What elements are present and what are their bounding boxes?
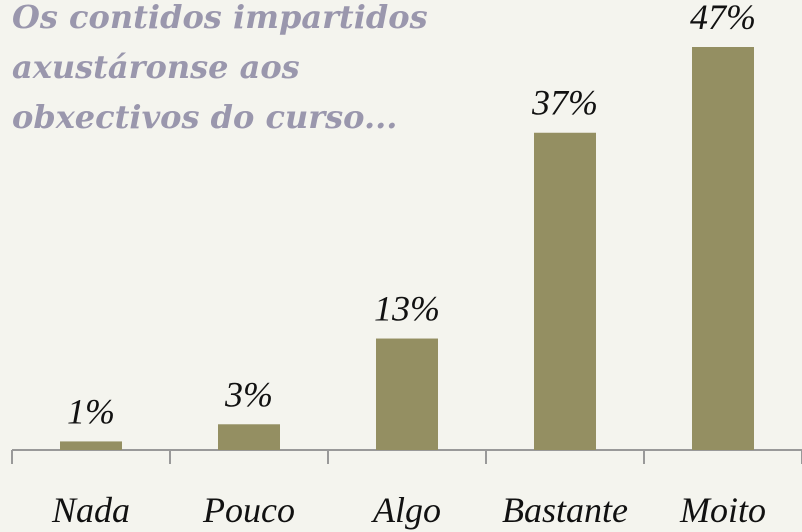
chart-title: Os contidos impartidos [12,0,428,36]
bar [60,441,122,450]
bar [534,132,596,450]
x-tick-label: Bastante [502,490,628,530]
value-label: 13% [374,289,440,329]
x-tick-label: Algo [371,490,441,530]
value-label: 47% [690,0,756,37]
chart-title: axustáronse aos [12,48,300,86]
bar [218,424,280,450]
chart-title: obxectivos do curso... [12,98,397,136]
x-tick-label: Nada [51,490,130,530]
bar [376,338,438,450]
value-label: 1% [67,391,115,431]
value-label: 37% [531,83,598,123]
bar [692,47,754,450]
x-tick-label: Pouco [202,490,295,530]
value-label: 3% [224,374,273,414]
x-tick-label: Moito [679,490,766,530]
